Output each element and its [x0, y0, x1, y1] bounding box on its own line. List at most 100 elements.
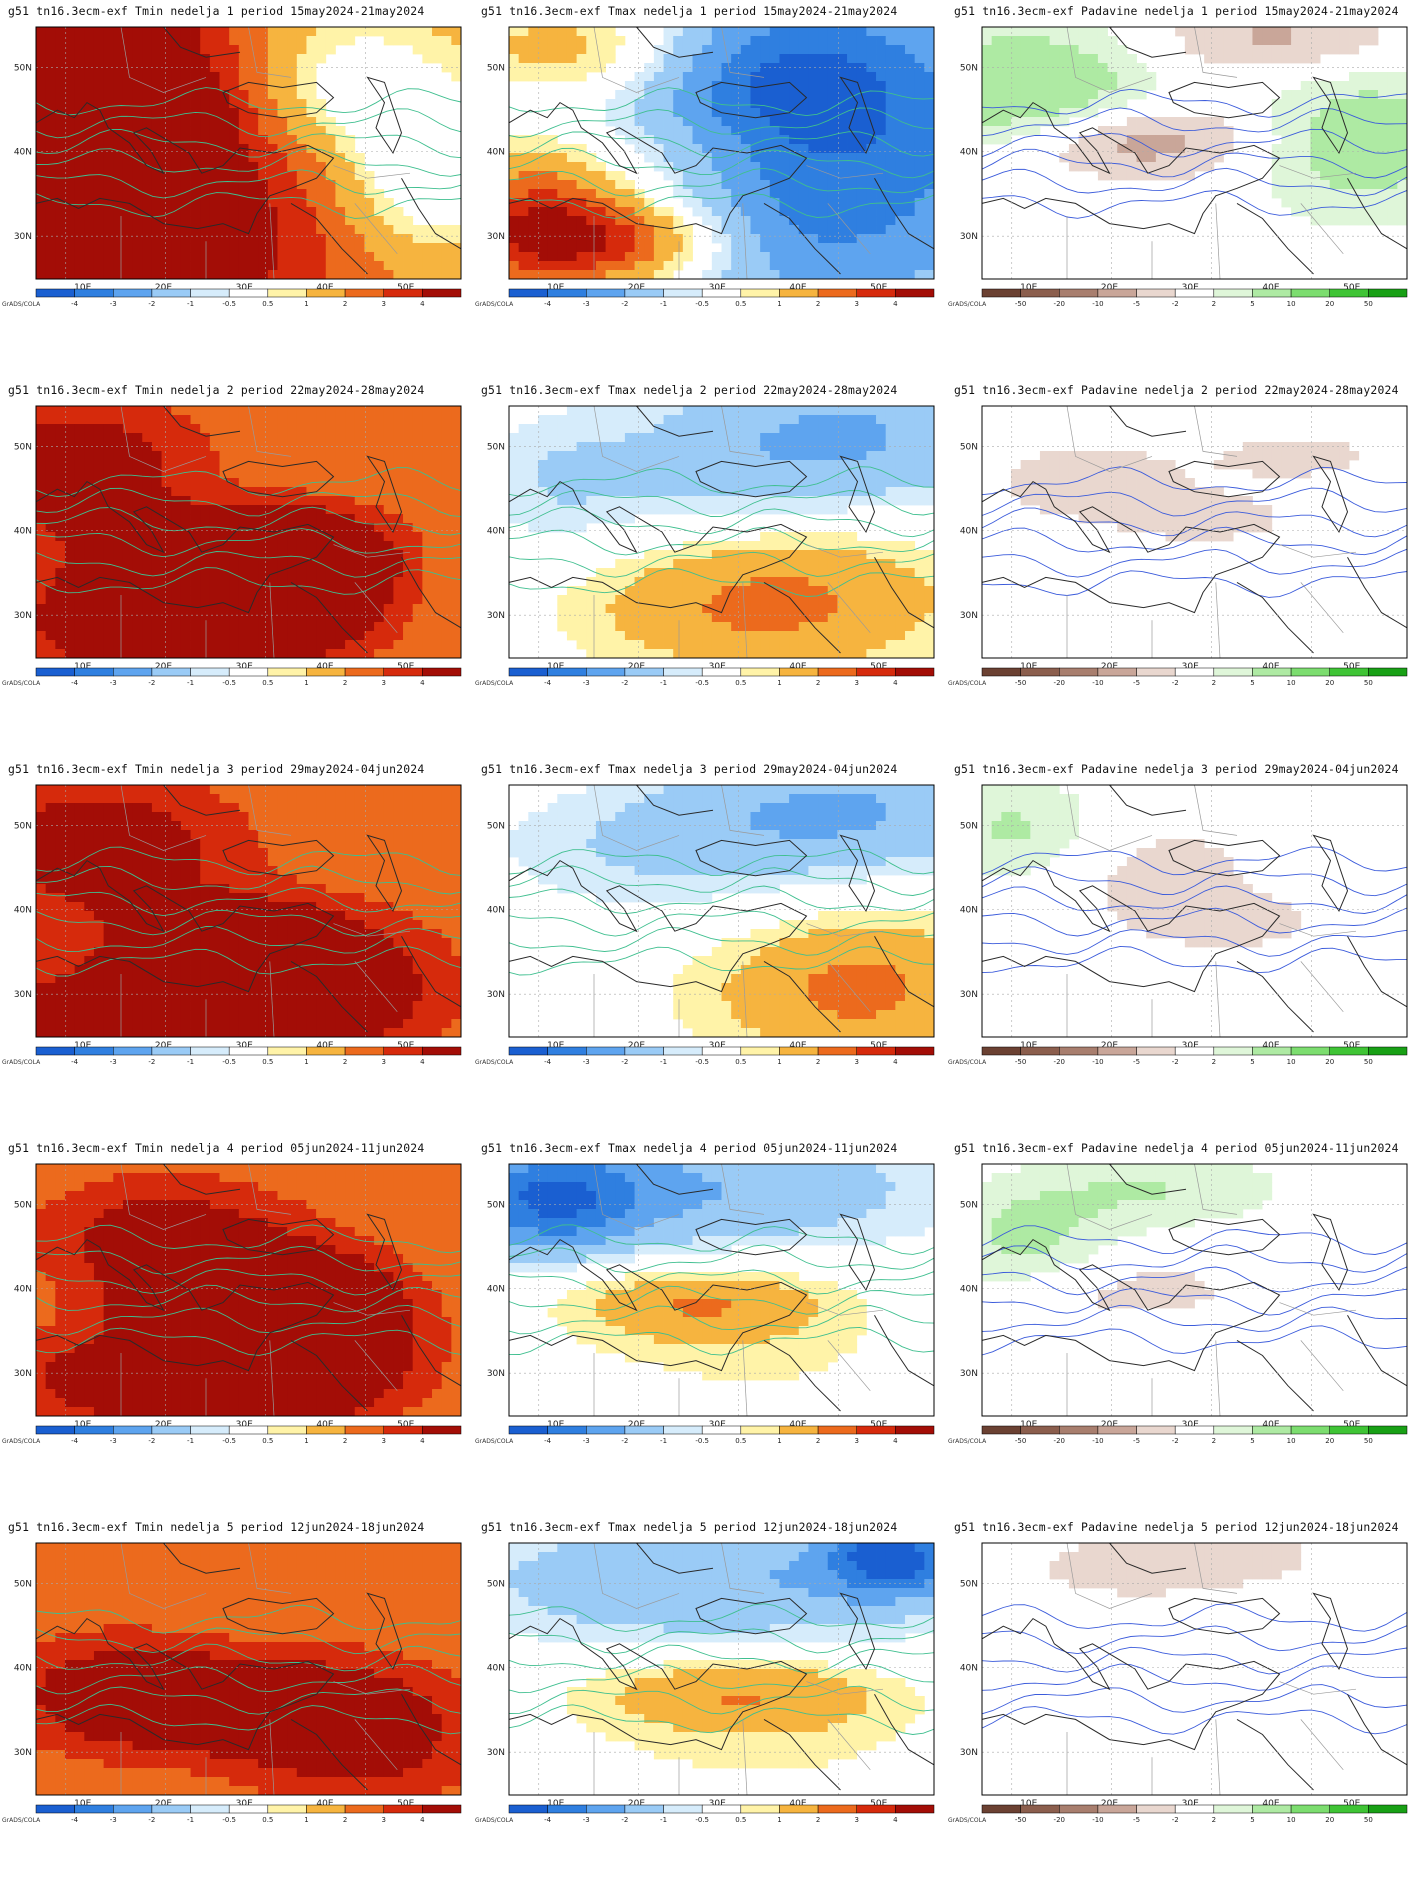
field-cell [721, 27, 732, 37]
lat-tick-label: 40N [487, 148, 505, 158]
field-cell [866, 108, 877, 118]
field-cell [258, 117, 269, 127]
field-cell [200, 442, 211, 452]
field-cell [740, 604, 751, 614]
field-cell [209, 451, 220, 461]
field-cell [113, 99, 124, 109]
field-cell [36, 487, 47, 497]
field-cell [238, 135, 249, 145]
field-cell [103, 559, 114, 569]
field-cell [258, 586, 269, 596]
field-cell [306, 261, 317, 271]
field-cell [403, 424, 414, 434]
field-cell [412, 234, 423, 244]
field-cell [924, 153, 935, 163]
field-cell [238, 108, 249, 118]
field-cell [354, 586, 365, 596]
field-cell [248, 189, 259, 199]
field-cell [827, 270, 838, 280]
field-cell [914, 270, 925, 280]
field-cell [827, 135, 838, 145]
field-cell [624, 487, 635, 497]
field-cell [924, 469, 935, 479]
field-cell [663, 424, 674, 434]
field-cell [740, 433, 751, 443]
isoline [508, 167, 935, 197]
field-cell [200, 568, 211, 578]
field-cell [277, 559, 288, 569]
field-cell [1291, 171, 1302, 181]
field-cell [1281, 162, 1292, 172]
field-cell [750, 36, 761, 46]
field-cell [1329, 126, 1340, 136]
field-cell [132, 460, 143, 470]
field-cell [885, 451, 896, 461]
field-cell [403, 442, 414, 452]
field-cell [615, 514, 626, 524]
field-cell [856, 117, 867, 127]
field-cell [711, 604, 722, 614]
field-cell [36, 532, 47, 542]
field-cell [1097, 90, 1108, 100]
field-cell [702, 613, 713, 623]
field-cell [760, 162, 771, 172]
field-cell [180, 541, 191, 551]
field-cell [451, 631, 462, 641]
field-cell [885, 604, 896, 614]
field-cell [345, 189, 356, 199]
field-cell [1126, 126, 1137, 136]
field-cell [190, 261, 201, 271]
field-cell [209, 415, 220, 425]
field-cell [238, 622, 249, 632]
field-cell [634, 243, 645, 253]
field-cell [1194, 126, 1205, 136]
field-cell [914, 261, 925, 271]
field-cell [316, 162, 327, 172]
field-cell [856, 99, 867, 109]
field-cell [595, 234, 606, 244]
field-cell [238, 162, 249, 172]
colorbar-label: 3 [381, 300, 385, 308]
field-cell [171, 144, 182, 154]
field-cell [1310, 180, 1321, 190]
field-cell [818, 586, 829, 596]
colorbar-label: 2 [1212, 300, 1216, 308]
field-cell [576, 460, 587, 470]
field-cell [287, 433, 298, 443]
field-cell [644, 90, 655, 100]
field-cell [1088, 99, 1099, 109]
field-cell [866, 63, 877, 73]
field-cell [914, 162, 925, 172]
field-cell [316, 451, 327, 461]
field-cell [209, 523, 220, 533]
colorbar-label: 2 [343, 300, 347, 308]
field-cell [779, 460, 790, 470]
field-cell [615, 424, 626, 434]
field-cell [1117, 144, 1128, 154]
field-cell [393, 595, 404, 605]
field-cell [64, 640, 76, 650]
field-cell [576, 45, 587, 55]
field-cell [335, 36, 346, 46]
field-cell [248, 180, 259, 190]
field-cell [74, 117, 85, 127]
field-cell [760, 604, 771, 614]
field-cell [180, 99, 191, 109]
field-cell [1184, 36, 1195, 46]
field-cell [692, 595, 703, 605]
field-cell [721, 559, 732, 569]
field-cell [740, 36, 751, 46]
field-cell [219, 243, 230, 253]
field-cell [267, 234, 278, 244]
field-cell [238, 171, 249, 181]
field-cell [1126, 153, 1137, 163]
field-cell [248, 577, 259, 587]
field-cell [509, 505, 520, 515]
field-cell [296, 550, 307, 560]
field-cell [1310, 99, 1321, 109]
field-cell [180, 207, 191, 217]
field-cell [122, 162, 133, 172]
field-cell [403, 243, 414, 253]
field-cell [914, 108, 925, 118]
field-cell [258, 45, 269, 55]
